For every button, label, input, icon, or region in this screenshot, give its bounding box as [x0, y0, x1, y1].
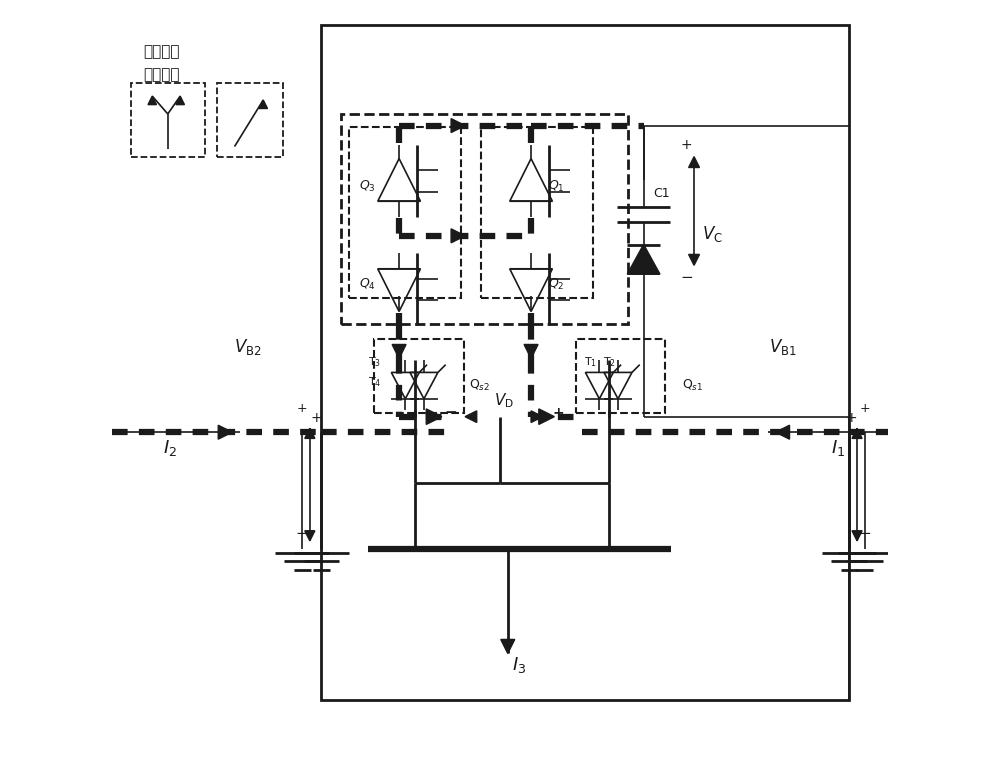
Polygon shape	[524, 344, 538, 358]
Polygon shape	[451, 229, 465, 243]
Text: T$_1$: T$_1$	[584, 355, 597, 369]
Text: +: +	[860, 403, 870, 415]
Polygon shape	[218, 425, 232, 439]
Text: 箭头指示: 箭头指示	[143, 44, 179, 59]
Text: $V_{\mathrm{D}}$: $V_{\mathrm{D}}$	[494, 392, 514, 411]
Polygon shape	[465, 411, 477, 422]
Text: +: +	[845, 411, 857, 425]
Polygon shape	[689, 255, 699, 266]
Polygon shape	[501, 640, 515, 654]
Polygon shape	[176, 96, 184, 104]
Text: $I_3$: $I_3$	[512, 655, 526, 675]
Text: −: −	[680, 270, 693, 285]
Text: $V_{\mathrm{B1}}$: $V_{\mathrm{B1}}$	[769, 337, 797, 357]
Polygon shape	[148, 96, 157, 104]
Text: +: +	[297, 403, 307, 415]
Bar	[349, 127, 461, 298]
Bar	[374, 339, 464, 413]
Text: T$_4$: T$_4$	[368, 375, 381, 389]
Text: 电流方向: 电流方向	[143, 68, 179, 83]
Bar	[131, 83, 205, 157]
Text: $V_{\mathrm{C}}$: $V_{\mathrm{C}}$	[702, 224, 723, 245]
Text: Q$_1$: Q$_1$	[548, 178, 565, 194]
Bar	[576, 339, 665, 413]
Polygon shape	[392, 344, 406, 358]
Text: $I_2$: $I_2$	[163, 438, 177, 458]
Polygon shape	[852, 530, 862, 541]
Text: T$_2$: T$_2$	[603, 355, 616, 369]
Text: −: −	[445, 405, 457, 421]
Polygon shape	[426, 409, 442, 425]
Text: −: −	[296, 526, 308, 541]
Text: $V_{\mathrm{B2}}$: $V_{\mathrm{B2}}$	[234, 337, 262, 357]
Text: $I_1$: $I_1$	[831, 438, 845, 458]
Bar	[217, 83, 283, 157]
Polygon shape	[451, 118, 465, 132]
Polygon shape	[776, 425, 790, 439]
Text: +: +	[552, 406, 564, 420]
Text: C1: C1	[654, 188, 670, 200]
Polygon shape	[539, 409, 554, 425]
Polygon shape	[531, 411, 543, 422]
Text: +: +	[310, 411, 322, 425]
Text: +: +	[680, 138, 692, 152]
Text: Q$_4$: Q$_4$	[359, 277, 376, 292]
Polygon shape	[305, 530, 315, 541]
Polygon shape	[627, 245, 660, 274]
Bar	[481, 127, 593, 298]
Polygon shape	[852, 428, 862, 439]
Text: Q$_{s2}$: Q$_{s2}$	[469, 378, 490, 393]
Polygon shape	[259, 100, 268, 108]
Polygon shape	[305, 428, 315, 439]
Text: T$_3$: T$_3$	[368, 355, 381, 369]
Polygon shape	[689, 157, 699, 167]
Text: Q$_3$: Q$_3$	[359, 178, 376, 194]
Bar	[341, 114, 628, 323]
Text: Q$_{s1}$: Q$_{s1}$	[682, 378, 704, 393]
Bar	[321, 25, 849, 700]
Text: Q$_2$: Q$_2$	[548, 277, 565, 292]
Text: −: −	[858, 526, 871, 541]
